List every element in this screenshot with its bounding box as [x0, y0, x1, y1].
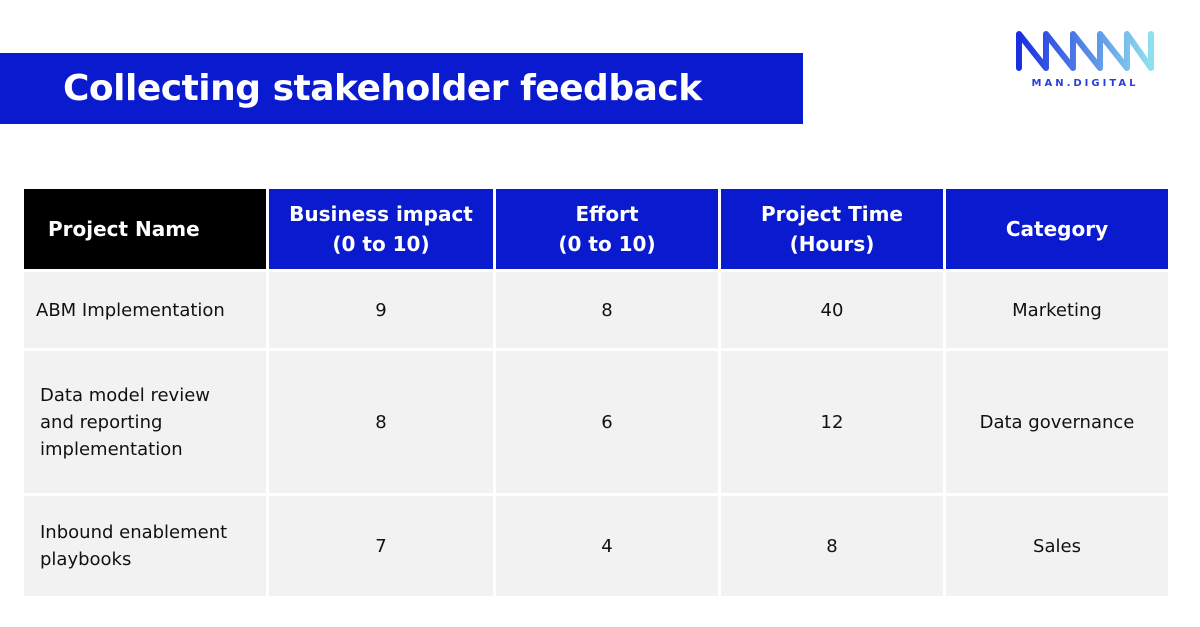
cell-project: Inbound enablement playbooks [24, 496, 266, 596]
feedback-table: Project Name Business impact (0 to 10) E… [21, 186, 1171, 599]
cell-category: Marketing [946, 272, 1168, 348]
header-project-time: Project Time (Hours) [721, 189, 943, 269]
cell-project: Data model review and reporting implemen… [24, 351, 266, 493]
cell-category: Sales [946, 496, 1168, 596]
cell-effort: 8 [496, 272, 718, 348]
table-header-row: Project Name Business impact (0 to 10) E… [24, 189, 1168, 269]
cell-hours: 8 [721, 496, 943, 596]
cell-hours: 40 [721, 272, 943, 348]
cell-hours: 12 [721, 351, 943, 493]
cell-category: Data governance [946, 351, 1168, 493]
header-project-name: Project Name [24, 189, 266, 269]
logo-wordmark: MAN.DIGITAL [1031, 78, 1139, 89]
page-title: Collecting stakeholder feedback [63, 68, 702, 109]
header-effort: Effort (0 to 10) [496, 189, 718, 269]
title-banner: Collecting stakeholder feedback [0, 53, 803, 124]
table-row: Data model review and reporting implemen… [24, 351, 1168, 493]
logo-mark-icon [1016, 31, 1154, 71]
cell-project: ABM Implementation [24, 272, 266, 348]
cell-impact: 8 [269, 351, 493, 493]
table-row: Inbound enablement playbooks 7 4 8 Sales [24, 496, 1168, 596]
cell-effort: 6 [496, 351, 718, 493]
header-business-impact: Business impact (0 to 10) [269, 189, 493, 269]
cell-effort: 4 [496, 496, 718, 596]
man-digital-logo: MAN.DIGITAL [1012, 28, 1158, 94]
table-row: ABM Implementation 9 8 40 Marketing [24, 272, 1168, 348]
cell-impact: 7 [269, 496, 493, 596]
header-category: Category [946, 189, 1168, 269]
cell-impact: 9 [269, 272, 493, 348]
